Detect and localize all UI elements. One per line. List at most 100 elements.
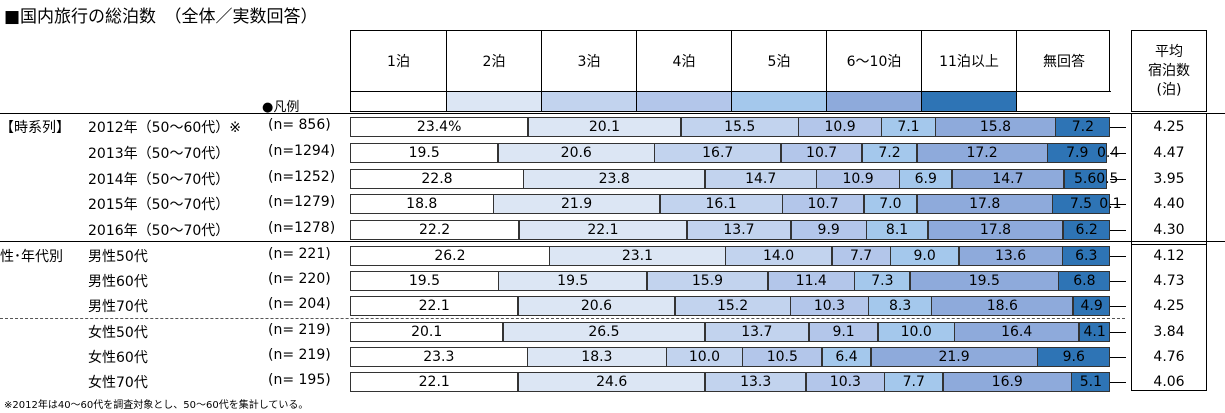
bar-row: 23.4% 20.1 15.5 10.9 7.1 15.8 7.2 xyxy=(350,117,1111,137)
row-sample-size: (n= 220) xyxy=(268,271,331,287)
bar-segment: 6.3 xyxy=(1062,246,1111,266)
legend-label: 3泊 xyxy=(577,54,601,70)
bar-segment: 22.8 xyxy=(350,169,524,189)
bar-row: 22.1 20.6 15.2 10.3 8.3 18.6 4.9 xyxy=(350,296,1111,316)
bar-segment: 16.4 xyxy=(954,322,1080,342)
bar-segment: 22.1 xyxy=(518,220,688,240)
bar-segment: 4.1 xyxy=(1078,322,1111,342)
bar-row: 23.3 18.3 10.0 10.5 6.4 21.9 9.6 xyxy=(350,347,1111,367)
bar-segment: 18.8 xyxy=(350,194,494,214)
bar-segment: 8.1 xyxy=(866,220,929,240)
bar-segment: 10.9 xyxy=(798,117,882,137)
leader-tick xyxy=(1110,332,1126,333)
legend-header: 1泊 2泊 3泊 4泊 5泊 6～10泊 11泊以上 無回答 xyxy=(350,30,1111,112)
separator-line xyxy=(0,113,1225,114)
bar-segment: 26.2 xyxy=(350,246,550,266)
bar-row: 18.8 21.9 16.1 10.7 7.0 17.8 7.5 0.1 xyxy=(350,194,1122,214)
bar-row: 22.1 24.6 13.3 10.3 7.7 16.9 5.1 xyxy=(350,372,1111,392)
bar-segment: 15.8 xyxy=(935,117,1056,137)
row-sample-size: (n= 195) xyxy=(268,372,331,388)
bar-segment: 15.9 xyxy=(646,271,769,291)
legend-swatch xyxy=(447,91,541,111)
bar-segment: 23.1 xyxy=(549,246,726,266)
bar-segment: 7.0 xyxy=(863,194,918,214)
bar-segment: 19.5 xyxy=(498,271,648,291)
row-label: 男性50代 xyxy=(88,249,148,265)
bar-segment-label: 0.5 xyxy=(1096,171,1119,187)
bar-segment: 6.2 xyxy=(1062,220,1111,240)
row-sample-size: (n= 204) xyxy=(268,296,331,312)
bar-segment: 15.2 xyxy=(674,296,791,316)
avg-value: 4.25 xyxy=(1153,298,1185,314)
bar-segment: 9.9 xyxy=(790,220,867,240)
bar-segment: 7.3 xyxy=(854,271,911,291)
bar-segment: 5.1 xyxy=(1071,372,1111,392)
leader-tick xyxy=(1110,179,1126,180)
bar-segment: 18.6 xyxy=(931,296,1074,316)
bar-row: 20.1 26.5 13.7 9.1 10.0 16.4 4.1 xyxy=(350,322,1111,342)
avg-value: 3.95 xyxy=(1153,171,1185,187)
legend-note: ●凡例 xyxy=(262,100,300,115)
bar-segment: 6.9 xyxy=(899,169,953,189)
legend-item: 5泊 xyxy=(731,31,826,111)
bar-segment: 11.4 xyxy=(767,271,855,291)
bar-segment: 20.6 xyxy=(517,296,675,316)
bar-segment: 15.5 xyxy=(680,117,799,137)
bar-segment: 16.9 xyxy=(942,372,1072,392)
leader-tick xyxy=(1110,204,1126,205)
row-label: 男性70代 xyxy=(88,299,148,315)
bar-row: 19.5 20.6 16.7 10.7 7.2 17.2 7.9 0.4 xyxy=(350,143,1119,163)
avg-header-line-3: (泊) xyxy=(1156,82,1182,98)
bar-segment: 19.5 xyxy=(909,271,1059,291)
bar-segment: 5.6 xyxy=(1063,169,1107,189)
row-sample-size: (n=1294) xyxy=(268,143,336,159)
bar-segment: 19.5 xyxy=(350,271,499,291)
bar-segment: 7.9 xyxy=(1047,143,1108,163)
separator-line xyxy=(1131,244,1207,245)
bar-segment: 7.2 xyxy=(861,143,918,163)
row-label: 2016年（50～70代） xyxy=(88,223,230,239)
row-sample-size: (n= 219) xyxy=(268,347,331,363)
leader-tick xyxy=(1110,357,1126,358)
legend-item: 11泊以上 xyxy=(921,31,1016,111)
row-sample-size: (n= 856) xyxy=(268,117,331,133)
legend-label: 11泊以上 xyxy=(939,54,999,70)
bar-segment: 23.4% xyxy=(350,117,529,137)
legend-swatch xyxy=(1017,91,1111,111)
group-label: 性･年代別 xyxy=(0,249,63,265)
bar-segment-label: 0.4 xyxy=(1096,145,1120,161)
bar-segment: 9.1 xyxy=(808,322,879,342)
legend-label: 4泊 xyxy=(672,54,696,70)
bar-segment: 10.0 xyxy=(666,347,743,367)
bar-segment: 14.7 xyxy=(951,169,1065,189)
bar-segment: 13.7 xyxy=(686,220,792,240)
row-sample-size: (n=1252) xyxy=(268,169,336,185)
avg-value: 4.76 xyxy=(1153,349,1185,365)
legend-label: 2泊 xyxy=(482,54,506,70)
bar-segment: 7.1 xyxy=(881,117,936,137)
legend-swatch xyxy=(351,91,446,111)
bar-segment: 21.9 xyxy=(870,347,1038,367)
legend-item: 1泊 xyxy=(351,31,446,111)
bar-segment: 14.0 xyxy=(725,246,833,266)
bar-segment: 9.0 xyxy=(890,246,960,266)
row-label: 女性60代 xyxy=(88,350,148,366)
legend-label: 1泊 xyxy=(387,54,410,70)
bar-segment: 13.6 xyxy=(958,246,1063,266)
bar-segment: 7.2 xyxy=(1055,117,1111,137)
bar-segment: 10.0 xyxy=(877,322,955,342)
separator-line xyxy=(0,241,1225,242)
group-label: 【時系列】 xyxy=(0,120,70,136)
row-label: 2014年（50～70代） xyxy=(88,172,230,188)
bar-segment: 22.1 xyxy=(350,372,519,392)
footnote: ※2012年は40～60代を調査対象とし、50～60代を集計している。 xyxy=(4,400,309,411)
bar-segment: 13.7 xyxy=(704,322,810,342)
leader-tick xyxy=(1110,256,1126,257)
avg-value: 3.84 xyxy=(1153,324,1185,340)
avg-header-line-2: 宿泊数 xyxy=(1148,63,1190,79)
bar-segment: 6.4 xyxy=(821,347,872,367)
legend-swatch xyxy=(922,91,1016,111)
bar-segment: 16.7 xyxy=(654,143,782,163)
avg-value: 4.12 xyxy=(1153,248,1185,264)
legend-label: 6～10泊 xyxy=(846,54,902,70)
